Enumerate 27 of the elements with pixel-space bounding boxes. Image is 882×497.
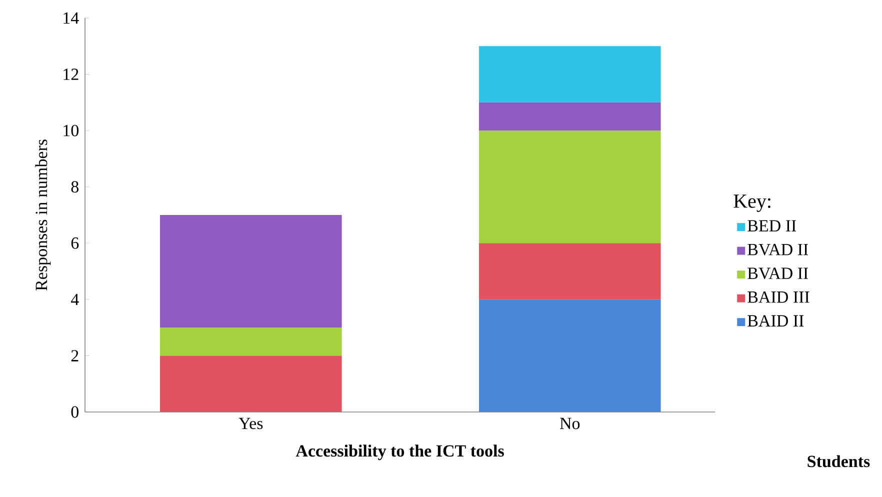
legend-label: BVAD II xyxy=(748,268,808,280)
bar xyxy=(160,214,342,328)
bar xyxy=(160,328,342,356)
legend-title: Key: xyxy=(734,194,770,212)
bar xyxy=(478,243,661,300)
bar xyxy=(478,102,661,131)
x-axis-title: Accessibility to the ICT tools xyxy=(296,444,504,460)
legend-label: BAID II xyxy=(748,315,804,326)
bar xyxy=(160,356,342,412)
y-tick-label: 10 xyxy=(64,124,78,136)
y-tick-label: 2 xyxy=(71,350,78,362)
y-tick-label: 12 xyxy=(64,68,78,80)
bar xyxy=(478,299,661,412)
x-tick-label: Yes xyxy=(238,418,263,430)
y-tick-label: 8 xyxy=(71,181,78,193)
bar xyxy=(478,130,661,244)
y-axis-title: Responses in numbers xyxy=(35,140,51,291)
legend-label: BAID III xyxy=(748,291,810,303)
y-tick-label: 14 xyxy=(64,12,79,24)
y-tick-label: 0 xyxy=(71,406,78,418)
x-tick-label: No xyxy=(560,418,580,430)
y-tick-label: 6 xyxy=(71,237,79,249)
legend-label: BVAD II xyxy=(748,244,808,256)
bar xyxy=(478,46,661,102)
y-tick-label: 4 xyxy=(70,294,79,306)
legend-label: BED II xyxy=(748,220,796,232)
text: Students xyxy=(808,455,870,468)
